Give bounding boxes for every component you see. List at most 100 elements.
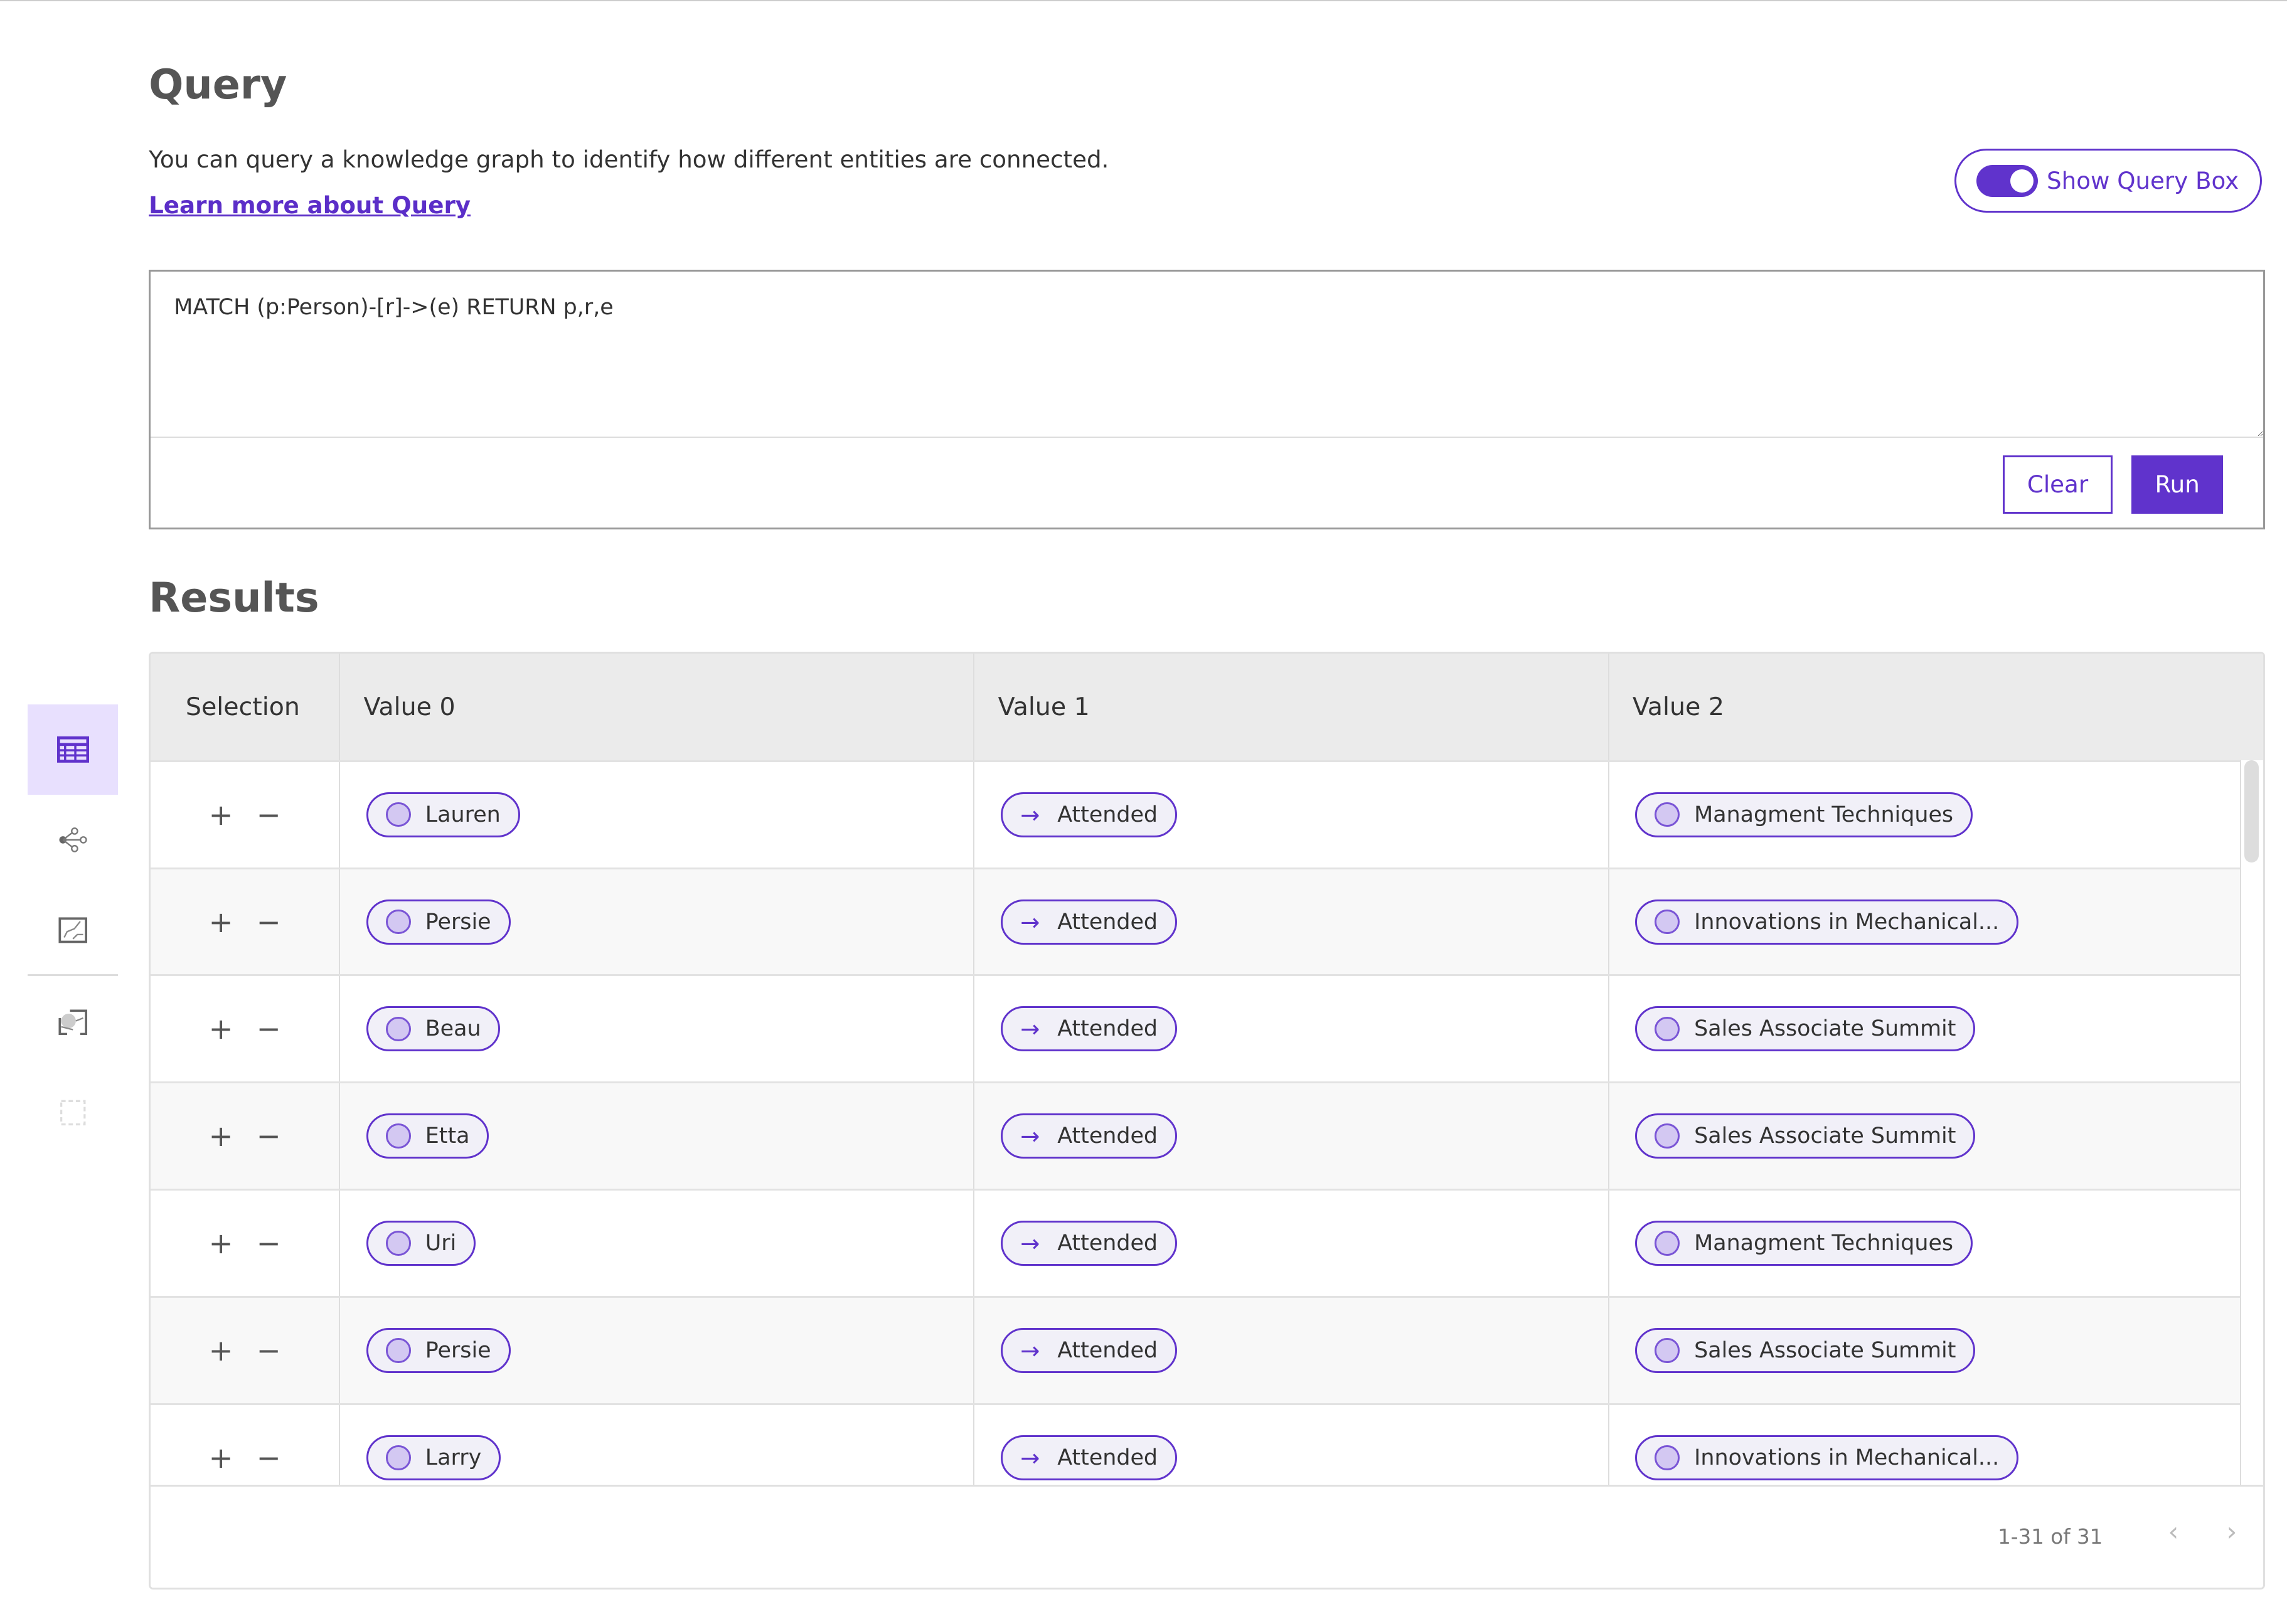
entity-node-icon <box>386 1016 411 1042</box>
relationship-label: Attended <box>1057 1123 1158 1149</box>
table-row: + − Uri → Attended Managment Techniques <box>151 1189 2246 1296</box>
sidebar-divider <box>28 974 119 977</box>
value0-cell: Persie <box>340 1298 975 1403</box>
relationship-label: Attended <box>1057 802 1158 827</box>
sidebar-map-selection[interactable] <box>28 977 118 1067</box>
entity-node-icon <box>1655 1445 1680 1470</box>
entity-pill[interactable]: Larry <box>366 1435 501 1480</box>
entity-pill[interactable]: Beau <box>366 1006 501 1052</box>
entity-pill[interactable]: Etta <box>366 1113 489 1159</box>
selection-cell: + − <box>151 976 341 1082</box>
query-input[interactable] <box>151 272 2264 438</box>
value1-cell: → Attended <box>974 1083 1609 1189</box>
run-button[interactable]: Run <box>2131 455 2224 514</box>
entity-node-icon <box>1655 1338 1680 1363</box>
prev-page-icon[interactable]: ‹ <box>2168 1515 2179 1547</box>
arrow-right-icon: → <box>1020 800 1040 829</box>
relationship-label: Attended <box>1057 909 1158 935</box>
dashed-selection-icon <box>60 1100 86 1125</box>
entity-label: Beau <box>425 1016 481 1042</box>
entity-pill[interactable]: Sales Associate Summit <box>1635 1113 1976 1159</box>
entity-label: Uri <box>425 1231 457 1256</box>
entity-label: Sales Associate Summit <box>1694 1123 1956 1149</box>
add-selection-button[interactable]: + <box>208 905 233 939</box>
entity-node-icon <box>386 1231 411 1256</box>
pagination-status: 1-31 of 31 <box>1998 1524 2103 1549</box>
column-header: Value 1 <box>974 654 1609 760</box>
toggle-switch[interactable] <box>1976 164 2039 197</box>
value2-cell: Sales Associate Summit <box>1609 1298 2244 1403</box>
table-icon <box>56 736 89 763</box>
entity-node-icon <box>386 802 411 827</box>
remove-selection-button[interactable]: − <box>256 1226 281 1261</box>
entity-pill[interactable]: Persie <box>366 1327 511 1373</box>
entity-pill[interactable]: Managment Techniques <box>1635 1221 1973 1266</box>
value2-cell: Innovations in Mechanical... <box>1609 1404 2244 1510</box>
table-scrollbar[interactable] <box>2240 760 2264 1490</box>
entity-pill[interactable]: Sales Associate Summit <box>1635 1006 1976 1052</box>
top-divider <box>0 0 2287 2</box>
value1-cell: → Attended <box>974 1404 1609 1510</box>
sidebar-dashed-selection[interactable] <box>28 1068 118 1158</box>
relationship-pill[interactable]: → Attended <box>1001 899 1177 945</box>
entity-pill[interactable]: Persie <box>366 899 511 945</box>
selection-cell: + − <box>151 1083 341 1189</box>
value1-cell: → Attended <box>974 1298 1609 1403</box>
relationship-pill[interactable]: → Attended <box>1001 1113 1177 1159</box>
add-selection-button[interactable]: + <box>208 1012 233 1046</box>
selection-cell: + − <box>151 1298 341 1403</box>
value2-cell: Managment Techniques <box>1609 1191 2244 1296</box>
entity-pill[interactable]: Uri <box>366 1221 476 1266</box>
value1-cell: → Attended <box>974 976 1609 1082</box>
value0-cell: Larry <box>340 1404 975 1510</box>
remove-selection-button[interactable]: − <box>256 1440 281 1475</box>
sidebar-table-view[interactable] <box>28 704 119 795</box>
relationship-pill[interactable]: → Attended <box>1001 1327 1177 1373</box>
scrollbar-thumb[interactable] <box>2244 760 2259 862</box>
entity-pill[interactable]: Managment Techniques <box>1635 792 1973 837</box>
entity-label: Sales Associate Summit <box>1694 1016 1956 1042</box>
sidebar-chart-view[interactable] <box>28 885 118 975</box>
query-title: Query <box>149 61 287 109</box>
value2-cell: Sales Associate Summit <box>1609 976 2244 1082</box>
clear-button[interactable]: Clear <box>2003 455 2113 514</box>
relationship-label: Attended <box>1057 1445 1158 1470</box>
arrow-right-icon: → <box>1020 1229 1040 1258</box>
learn-more-link[interactable]: Learn more about Query <box>149 191 471 219</box>
value0-cell: Etta <box>340 1083 975 1189</box>
add-selection-button[interactable]: + <box>208 1119 233 1154</box>
add-selection-button[interactable]: + <box>208 1226 233 1261</box>
value1-cell: → Attended <box>974 762 1609 868</box>
remove-selection-button[interactable]: − <box>256 1012 281 1046</box>
relationship-pill[interactable]: → Attended <box>1001 1435 1177 1480</box>
entity-pill[interactable]: Innovations in Mechanical... <box>1635 1435 2019 1480</box>
remove-selection-button[interactable]: − <box>256 1333 281 1367</box>
chart-icon <box>58 917 87 943</box>
entity-pill[interactable]: Innovations in Mechanical... <box>1635 899 2019 945</box>
entity-node-icon <box>1655 1231 1680 1256</box>
add-selection-button[interactable]: + <box>208 797 233 832</box>
remove-selection-button[interactable]: − <box>256 797 281 832</box>
results-table: Selection Value 0 Value 1 Value 2 + − Laur… <box>149 652 2266 1590</box>
add-selection-button[interactable]: + <box>208 1440 233 1475</box>
column-header: Value 2 <box>1609 654 2244 760</box>
relationship-pill[interactable]: → Attended <box>1001 1221 1177 1266</box>
entity-node-icon <box>386 909 411 935</box>
remove-selection-button[interactable]: − <box>256 1119 281 1154</box>
entity-pill[interactable]: Sales Associate Summit <box>1635 1327 1976 1373</box>
entity-label: Managment Techniques <box>1694 1231 1954 1256</box>
relationship-pill[interactable]: → Attended <box>1001 1006 1177 1052</box>
arrow-right-icon: → <box>1020 1443 1040 1472</box>
add-selection-button[interactable]: + <box>208 1333 233 1367</box>
table-row: + − Larry → Attended Innovations in Mechanica… <box>151 1403 2246 1510</box>
next-page-icon[interactable]: › <box>2226 1515 2237 1547</box>
entity-pill[interactable]: Lauren <box>366 792 520 837</box>
entity-node-icon <box>1655 909 1680 935</box>
relationship-pill[interactable]: → Attended <box>1001 792 1177 837</box>
sidebar-graph-view[interactable] <box>28 795 118 885</box>
entity-node-icon <box>386 1445 411 1470</box>
entity-label: Etta <box>425 1123 470 1149</box>
show-query-box-toggle[interactable]: Show Query Box <box>1954 149 2263 213</box>
relationship-label: Attended <box>1057 1337 1158 1363</box>
remove-selection-button[interactable]: − <box>256 905 281 939</box>
